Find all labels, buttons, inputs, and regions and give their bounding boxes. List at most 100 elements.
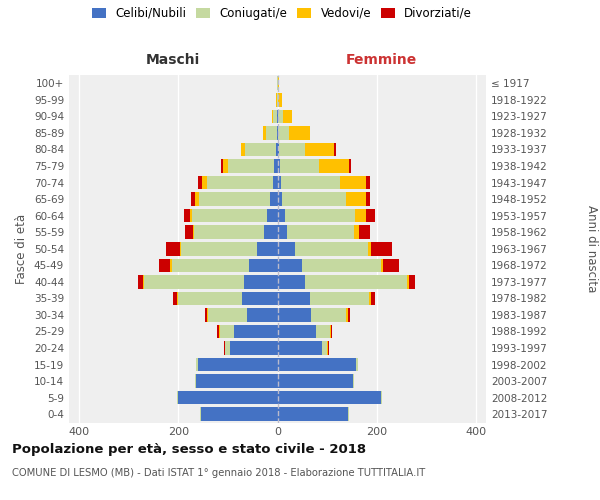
Bar xyxy=(230,342,277,355)
Bar xyxy=(322,342,327,355)
Bar xyxy=(275,142,277,156)
Bar xyxy=(277,258,302,272)
Bar xyxy=(263,126,266,140)
Bar xyxy=(409,275,415,288)
Bar xyxy=(234,324,277,338)
Bar xyxy=(281,176,340,190)
Bar xyxy=(195,192,199,206)
Bar xyxy=(273,110,277,123)
Bar xyxy=(277,209,286,222)
Bar xyxy=(138,275,143,288)
Bar xyxy=(226,342,230,355)
Bar xyxy=(160,258,170,272)
Bar xyxy=(277,192,283,206)
Bar xyxy=(346,308,348,322)
Bar xyxy=(366,176,370,190)
Bar xyxy=(277,374,353,388)
Bar xyxy=(311,308,346,322)
Bar xyxy=(191,192,195,206)
Bar xyxy=(266,209,277,222)
Bar xyxy=(277,242,295,256)
Bar xyxy=(286,209,355,222)
Bar xyxy=(277,159,280,173)
Bar xyxy=(194,226,263,239)
Bar xyxy=(198,176,202,190)
Bar xyxy=(245,142,275,156)
Bar xyxy=(302,258,381,272)
Bar xyxy=(166,242,180,256)
Bar xyxy=(348,308,350,322)
Bar xyxy=(277,308,311,322)
Bar xyxy=(249,258,277,272)
Bar xyxy=(277,142,279,156)
Bar xyxy=(247,308,277,322)
Bar xyxy=(190,209,192,222)
Bar xyxy=(355,209,366,222)
Bar xyxy=(277,93,278,106)
Bar xyxy=(277,408,348,421)
Bar xyxy=(242,292,277,305)
Bar xyxy=(366,209,375,222)
Bar xyxy=(366,192,370,206)
Bar xyxy=(277,126,278,140)
Bar xyxy=(277,358,356,372)
Bar xyxy=(207,308,208,322)
Bar xyxy=(200,408,277,421)
Bar xyxy=(219,324,220,338)
Bar xyxy=(371,242,392,256)
Bar xyxy=(244,275,277,288)
Bar xyxy=(283,110,292,123)
Bar xyxy=(295,242,368,256)
Bar xyxy=(229,159,274,173)
Bar xyxy=(269,192,277,206)
Bar xyxy=(381,258,383,272)
Bar xyxy=(277,292,310,305)
Bar xyxy=(368,242,371,256)
Bar xyxy=(178,292,242,305)
Bar xyxy=(272,176,277,190)
Bar xyxy=(185,226,193,239)
Bar xyxy=(277,391,381,404)
Text: COMUNE DI LESMO (MB) - Dati ISTAT 1° gennaio 2018 - Elaborazione TUTTITALIA.IT: COMUNE DI LESMO (MB) - Dati ISTAT 1° gen… xyxy=(12,468,425,478)
Bar xyxy=(278,110,283,123)
Bar xyxy=(383,258,399,272)
Bar xyxy=(330,324,331,338)
Bar xyxy=(349,159,352,173)
Bar xyxy=(340,176,366,190)
Bar xyxy=(310,292,370,305)
Bar xyxy=(223,159,229,173)
Bar xyxy=(327,342,328,355)
Bar xyxy=(277,275,305,288)
Bar xyxy=(277,226,287,239)
Bar xyxy=(202,176,207,190)
Bar xyxy=(272,110,273,123)
Bar xyxy=(205,308,207,322)
Bar xyxy=(353,374,354,388)
Bar xyxy=(266,126,277,140)
Text: Popolazione per età, sesso e stato civile - 2018: Popolazione per età, sesso e stato civil… xyxy=(12,442,366,456)
Bar xyxy=(356,358,358,372)
Bar xyxy=(305,142,334,156)
Bar xyxy=(319,159,349,173)
Bar xyxy=(196,374,277,388)
Bar xyxy=(331,324,332,338)
Bar xyxy=(371,292,375,305)
Bar xyxy=(220,324,234,338)
Bar xyxy=(277,342,322,355)
Bar xyxy=(407,275,409,288)
Bar xyxy=(217,324,219,338)
Bar xyxy=(289,126,310,140)
Y-axis label: Fasce di età: Fasce di età xyxy=(16,214,28,284)
Bar xyxy=(346,192,366,206)
Bar xyxy=(257,242,277,256)
Bar xyxy=(334,142,335,156)
Bar xyxy=(278,93,283,106)
Bar xyxy=(280,159,319,173)
Bar xyxy=(279,142,305,156)
Bar xyxy=(177,292,178,305)
Bar xyxy=(178,391,277,404)
Bar xyxy=(381,391,382,404)
Bar xyxy=(355,226,359,239)
Bar xyxy=(143,275,145,288)
Bar xyxy=(370,292,371,305)
